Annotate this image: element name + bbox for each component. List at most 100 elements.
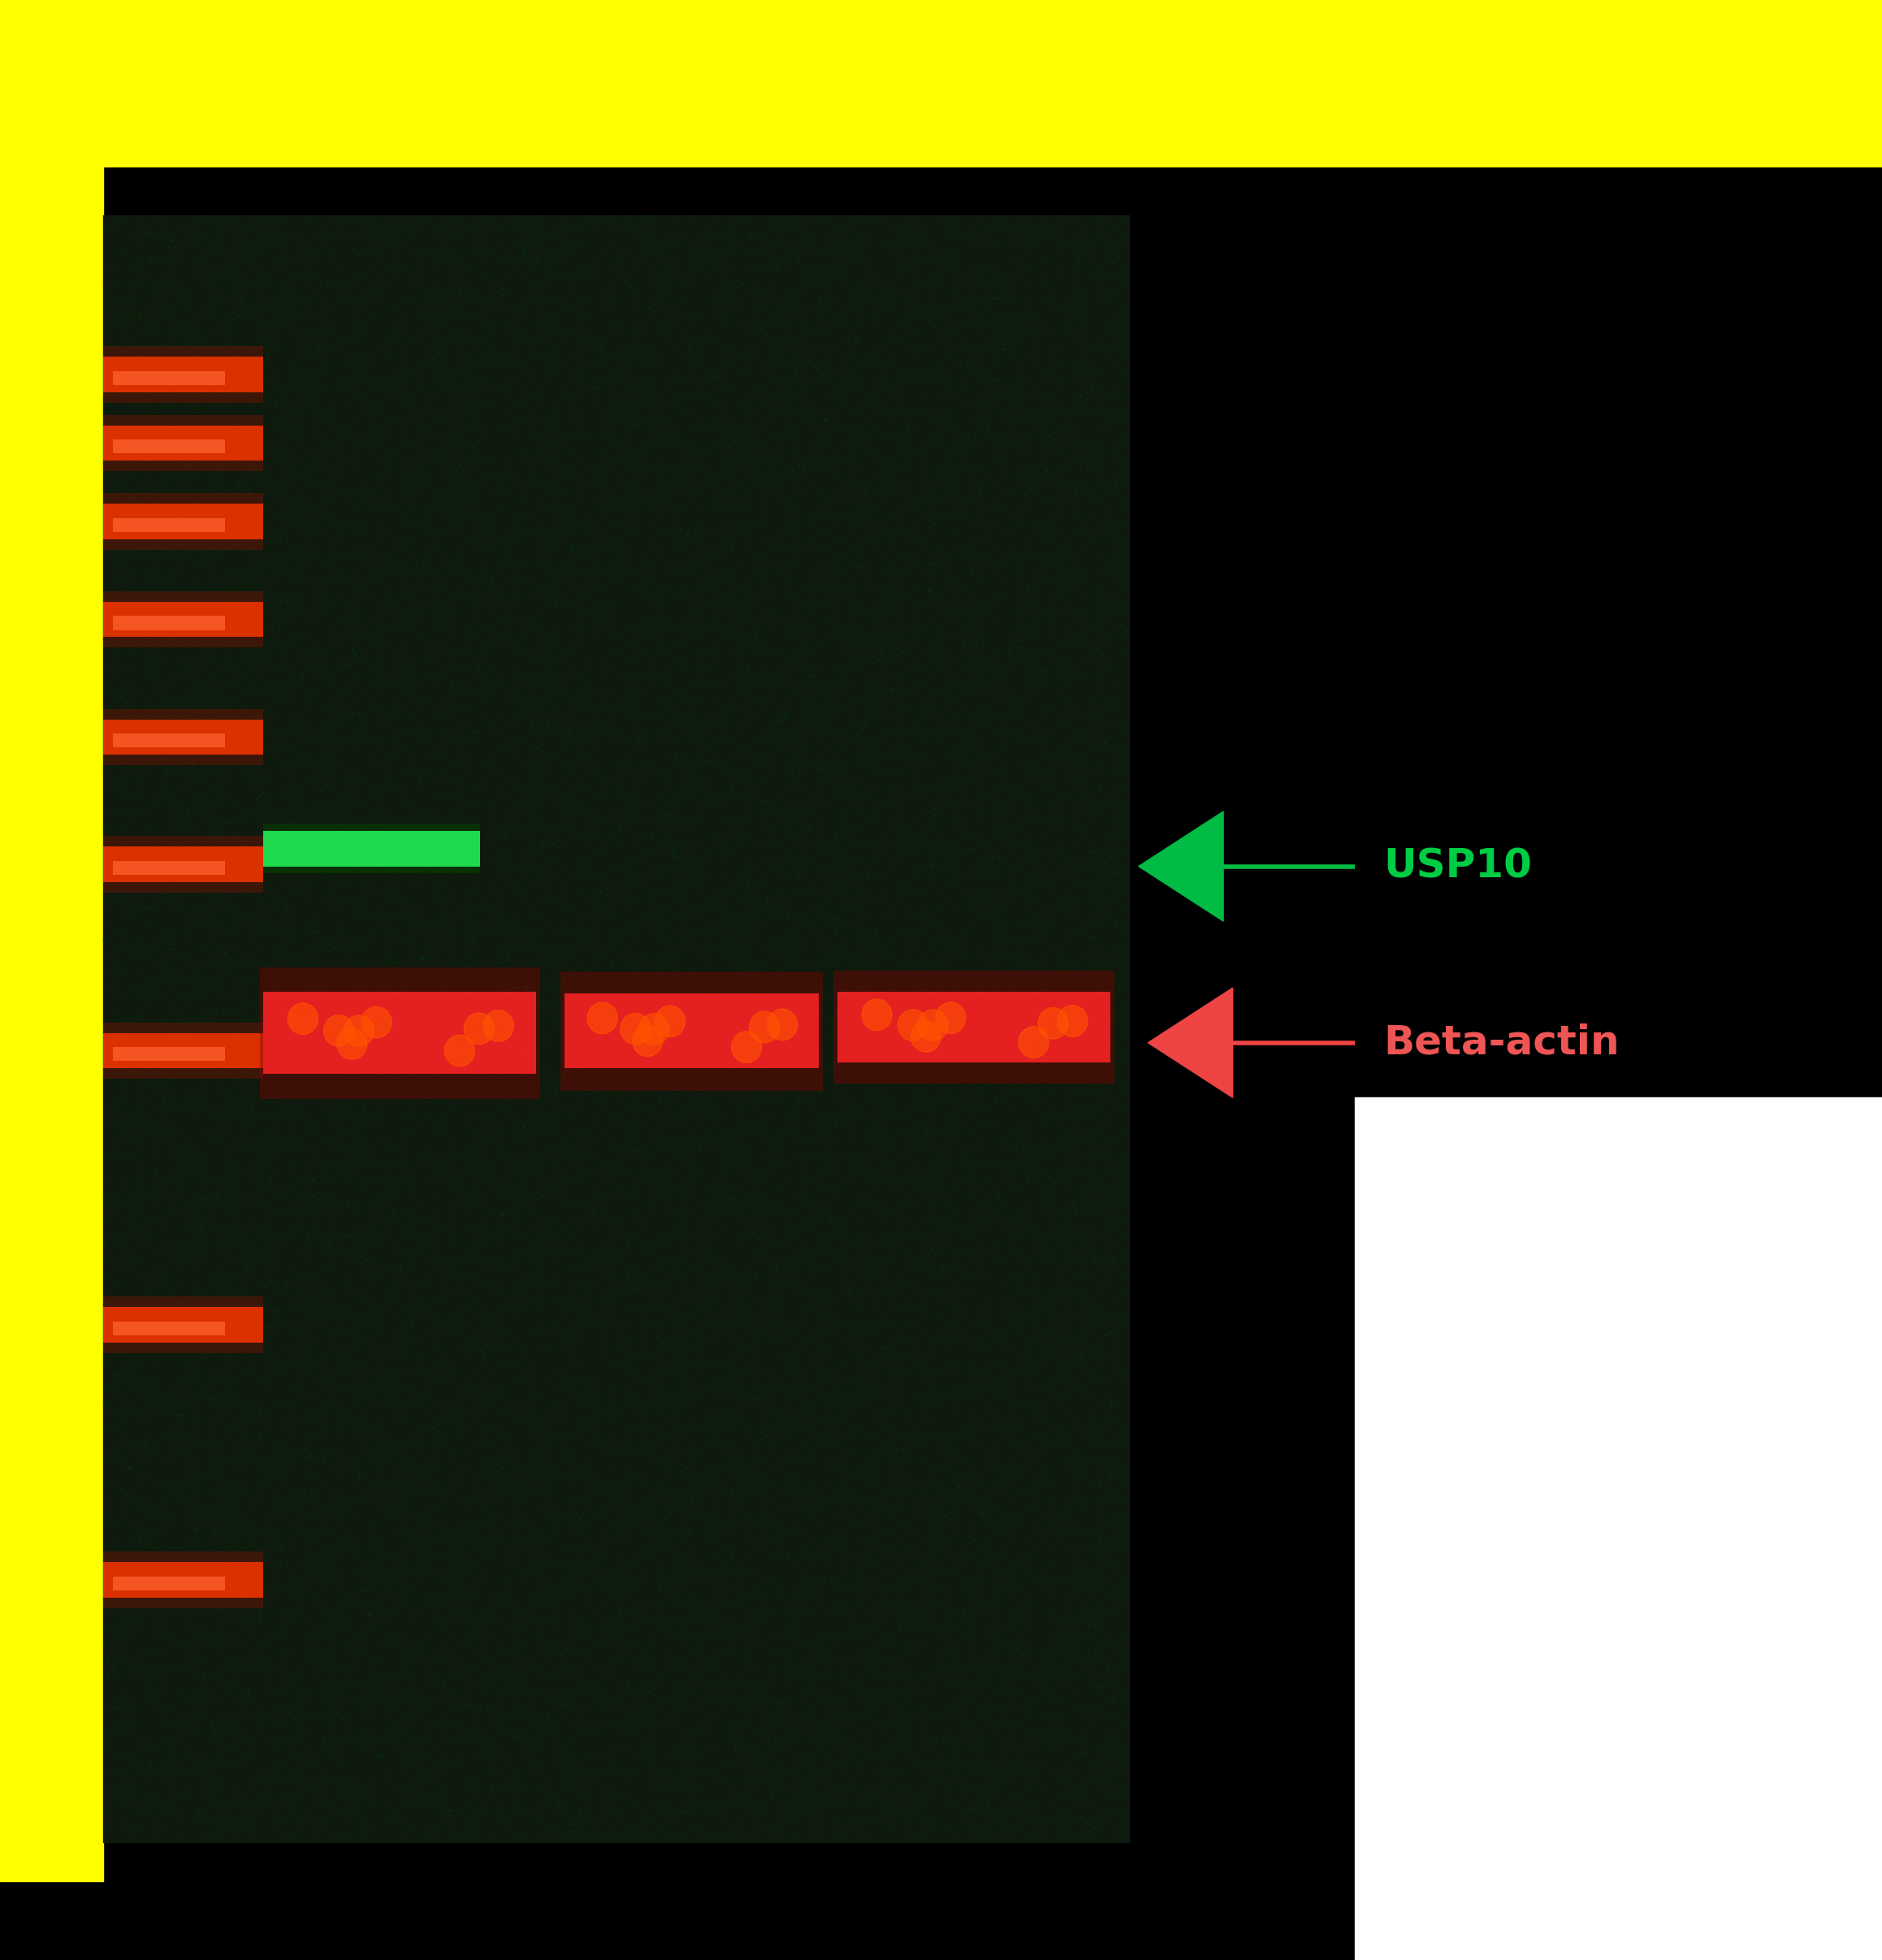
Point bbox=[90, 580, 120, 612]
Point bbox=[527, 951, 557, 982]
Point bbox=[160, 547, 190, 578]
Point bbox=[696, 782, 726, 813]
Point bbox=[137, 465, 167, 496]
Point bbox=[582, 1427, 612, 1458]
Point bbox=[418, 1809, 448, 1840]
Point bbox=[646, 1219, 676, 1250]
Point bbox=[794, 1070, 824, 1102]
Point bbox=[935, 333, 965, 365]
Point bbox=[484, 1166, 514, 1198]
Point bbox=[540, 1070, 570, 1102]
Point bbox=[192, 753, 222, 784]
Point bbox=[346, 890, 376, 921]
Point bbox=[199, 1384, 230, 1415]
Point bbox=[568, 261, 598, 292]
Point bbox=[928, 1637, 958, 1668]
Point bbox=[992, 790, 1022, 821]
Point bbox=[414, 512, 444, 543]
Point bbox=[154, 1370, 184, 1401]
Point bbox=[710, 596, 740, 627]
Point bbox=[523, 1249, 553, 1280]
Point bbox=[909, 1076, 939, 1107]
Point bbox=[819, 988, 849, 1019]
Point bbox=[279, 1446, 309, 1478]
Point bbox=[996, 1039, 1026, 1070]
Point bbox=[439, 1005, 469, 1037]
Point bbox=[179, 214, 209, 245]
Point bbox=[1093, 235, 1124, 267]
Point bbox=[700, 1182, 730, 1213]
Point bbox=[614, 845, 644, 876]
Point bbox=[862, 1105, 892, 1137]
Point bbox=[92, 1394, 122, 1425]
Point bbox=[437, 1439, 467, 1470]
Point bbox=[604, 1782, 634, 1813]
Point bbox=[572, 1776, 602, 1807]
Point bbox=[521, 953, 551, 984]
Point bbox=[915, 904, 945, 935]
Point bbox=[730, 1221, 760, 1252]
Point bbox=[760, 384, 790, 416]
Point bbox=[937, 419, 967, 451]
Point bbox=[766, 1415, 796, 1446]
Point bbox=[1086, 1672, 1116, 1703]
Point bbox=[678, 551, 708, 582]
Point bbox=[156, 537, 186, 568]
Point bbox=[120, 372, 151, 404]
Point bbox=[700, 1562, 730, 1593]
Point bbox=[1033, 1078, 1063, 1109]
Point bbox=[230, 304, 260, 335]
Point bbox=[725, 711, 755, 743]
Point bbox=[352, 1370, 382, 1401]
Point bbox=[250, 906, 280, 937]
Point bbox=[442, 206, 472, 237]
Point bbox=[990, 539, 1020, 570]
Point bbox=[531, 1131, 561, 1162]
Point bbox=[973, 1264, 1003, 1296]
Point bbox=[324, 1188, 354, 1219]
Point bbox=[576, 1033, 606, 1064]
Point bbox=[186, 1007, 216, 1039]
Point bbox=[352, 966, 382, 998]
Point bbox=[156, 1198, 186, 1229]
Point bbox=[412, 1688, 442, 1719]
Point bbox=[691, 559, 721, 590]
Point bbox=[444, 841, 474, 872]
Point bbox=[311, 643, 341, 674]
Point bbox=[832, 617, 862, 649]
Point bbox=[297, 359, 327, 390]
Point bbox=[207, 1748, 237, 1780]
Point bbox=[617, 625, 647, 657]
Point bbox=[992, 1754, 1022, 1786]
Point bbox=[391, 670, 422, 702]
Point bbox=[960, 966, 990, 998]
Point bbox=[710, 990, 740, 1021]
Point bbox=[1033, 1280, 1063, 1311]
Point bbox=[393, 1280, 423, 1311]
Point bbox=[625, 310, 655, 341]
Point bbox=[662, 992, 693, 1023]
Point bbox=[969, 380, 999, 412]
Point bbox=[361, 649, 391, 680]
Point bbox=[241, 1431, 271, 1462]
Point bbox=[335, 1007, 365, 1039]
Point bbox=[156, 1693, 186, 1725]
Point bbox=[903, 367, 933, 398]
Point bbox=[847, 414, 877, 445]
Point bbox=[418, 849, 448, 880]
Point bbox=[653, 739, 683, 770]
Point bbox=[128, 1176, 158, 1207]
Point bbox=[743, 443, 774, 474]
Point bbox=[866, 457, 896, 488]
Point bbox=[922, 1262, 952, 1294]
Point bbox=[678, 251, 708, 282]
Point bbox=[523, 753, 553, 784]
Point bbox=[1029, 725, 1060, 757]
Point bbox=[339, 1239, 369, 1270]
Point bbox=[521, 935, 551, 966]
Point bbox=[322, 1115, 352, 1147]
Point bbox=[311, 270, 341, 302]
Point bbox=[329, 1358, 359, 1390]
Point bbox=[659, 1411, 689, 1443]
Point bbox=[565, 353, 595, 384]
